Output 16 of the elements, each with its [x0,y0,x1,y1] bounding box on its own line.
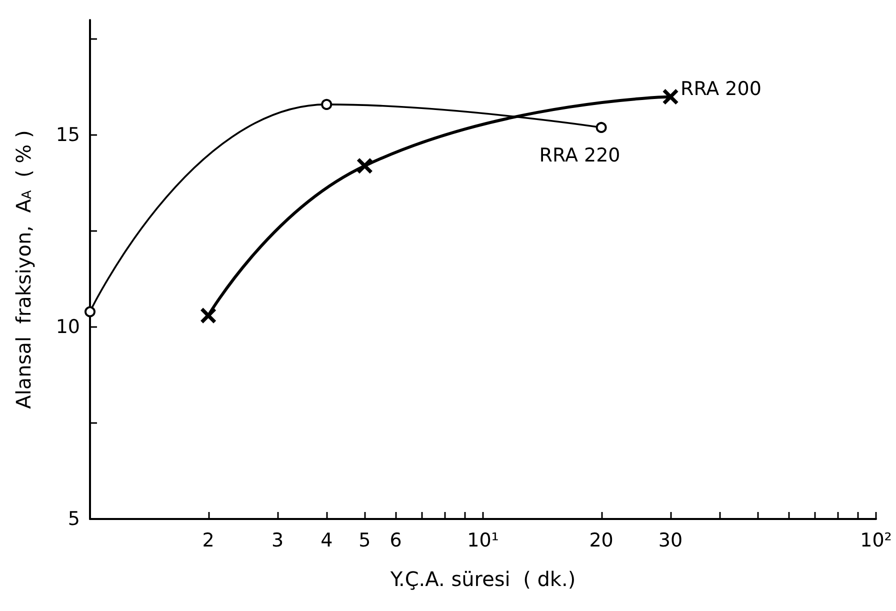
series-label: RRA 220 [539,144,620,166]
x-tick-label: 10² [860,530,892,552]
x-tick-label: 2 [202,530,214,552]
x-tick-label: 30 [658,530,683,552]
y-tick-label: 10 [56,316,80,338]
x-tick-label: 6 [390,530,402,552]
x-axis-title: Y.Ç.A. süresi ( dk.) [389,567,576,591]
x-tick-label: 4 [320,530,333,552]
series-label: RRA 200 [680,78,762,100]
x-tick-label: 3 [271,530,284,552]
y-tick-label: 5 [68,508,80,530]
x-tick-label: 5 [358,530,371,552]
x-tick-label: 20 [589,530,614,552]
y-axis-title: Alansal fraksiyon, AA ( % ) [12,130,36,409]
x-tick-label: 10¹ [467,530,499,552]
y-tick-label: 15 [56,124,80,146]
